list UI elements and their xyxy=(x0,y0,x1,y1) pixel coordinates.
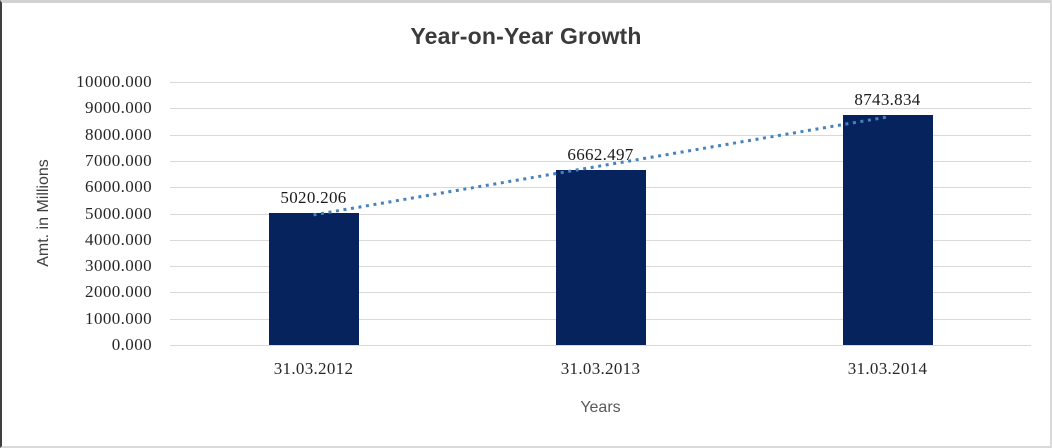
y-tick-label: 8000.000 xyxy=(85,124,152,144)
bar xyxy=(842,115,933,345)
bar-data-label: 8743.834 xyxy=(854,90,921,110)
y-tick-label: 7000.000 xyxy=(85,150,152,170)
gridline xyxy=(170,108,1031,110)
gridline xyxy=(170,134,1031,136)
y-tick-label: 10000.000 xyxy=(76,72,152,91)
gridline xyxy=(170,345,1031,346)
trendline xyxy=(313,115,888,217)
chart-title: Year-on-Year Growth xyxy=(410,23,642,49)
y-tick-label: 9000.000 xyxy=(85,98,152,118)
x-tick-label: 31.03.2013 xyxy=(560,359,641,378)
x-tick-label: 31.03.2014 xyxy=(847,359,928,378)
y-tick-label: 6000.000 xyxy=(85,177,152,197)
y-tick-label: 1000.000 xyxy=(85,308,152,328)
bar xyxy=(555,169,646,345)
y-tick-label: 2000.000 xyxy=(85,282,152,302)
y-tick-label: 0.000 xyxy=(111,335,152,354)
bar-data-label: 5020.206 xyxy=(280,187,347,207)
x-tick-label: 31.03.2012 xyxy=(273,359,354,378)
bar-data-label: 6662.497 xyxy=(567,144,634,164)
y-tick-label: 4000.000 xyxy=(85,229,152,249)
bar xyxy=(268,212,359,345)
y-tick-label: 5000.000 xyxy=(85,203,152,223)
gridline xyxy=(170,82,1031,83)
x-axis-title: Years xyxy=(580,399,621,416)
plot-area xyxy=(170,82,1031,346)
gridline xyxy=(170,160,1031,162)
y-tick-label: 3000.000 xyxy=(85,256,152,276)
